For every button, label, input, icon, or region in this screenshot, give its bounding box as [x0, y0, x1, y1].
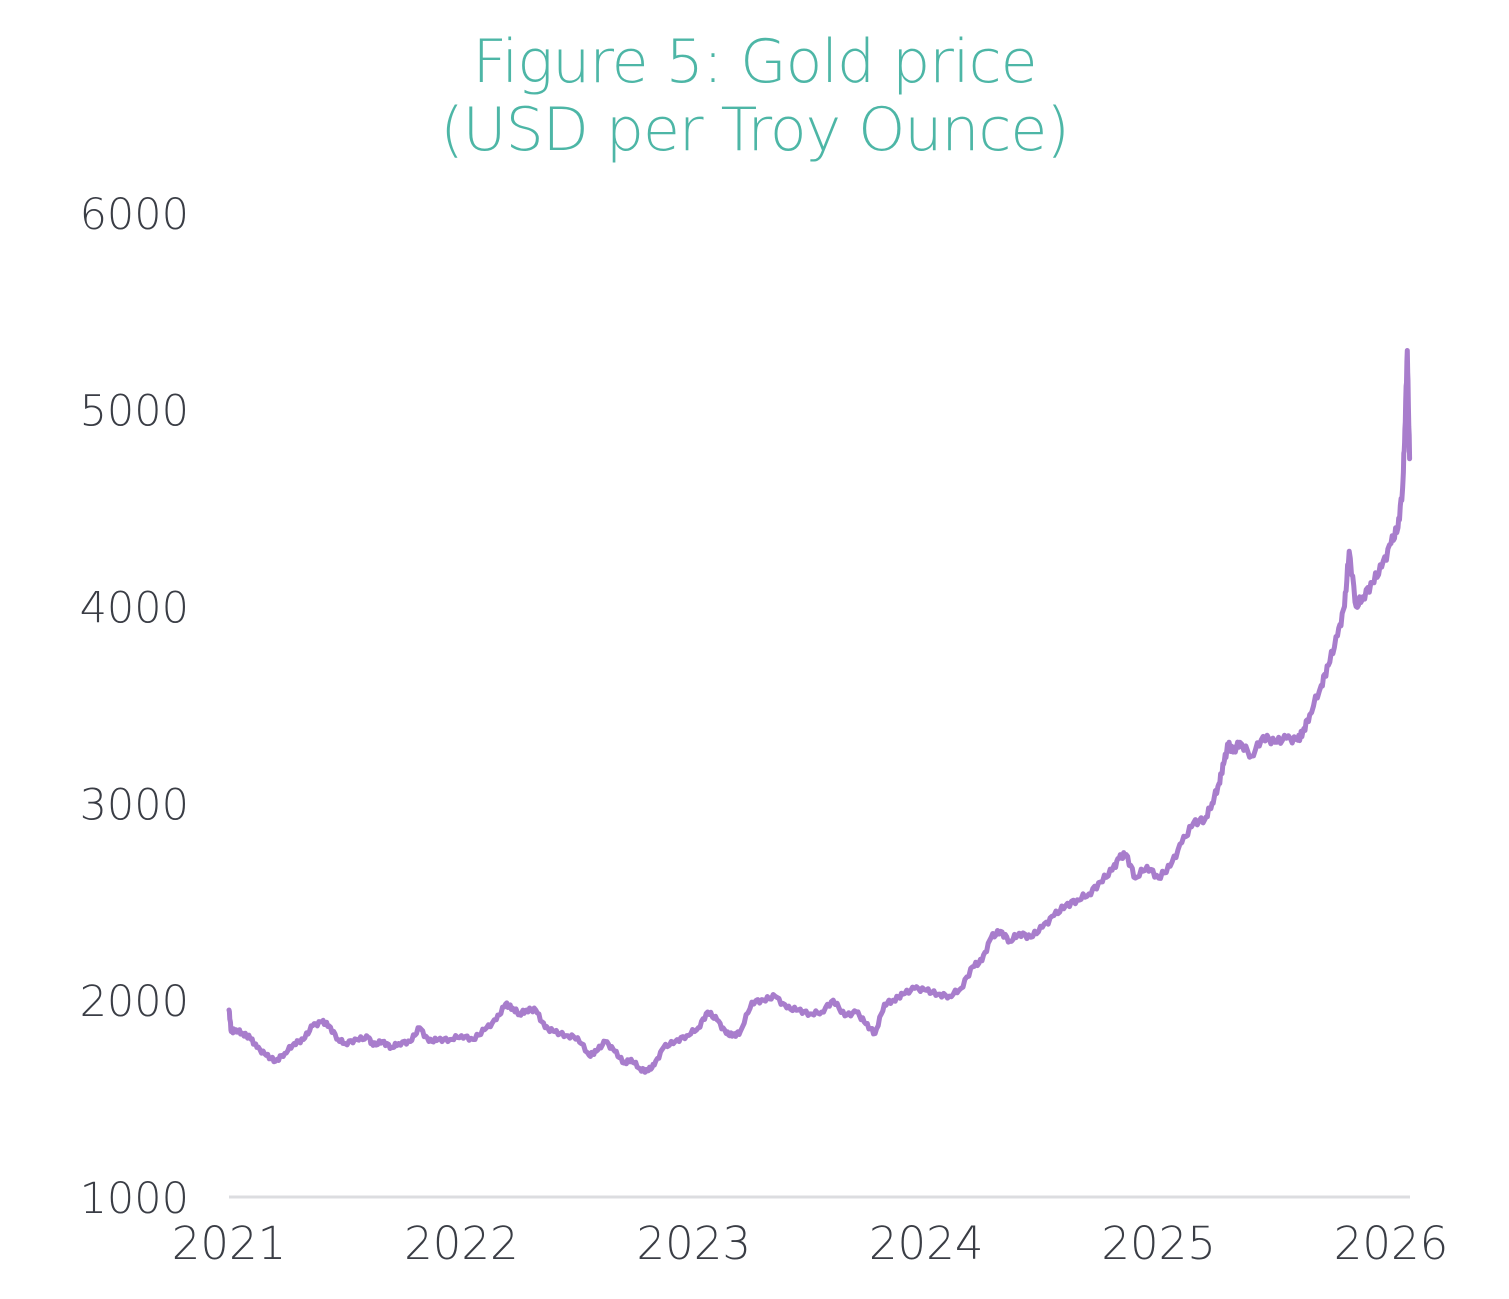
y-tick-label: 5000: [80, 387, 189, 437]
y-tick-label: 4000: [80, 583, 189, 633]
y-tick-label: 2000: [80, 977, 189, 1027]
x-tick-label: 2021: [172, 1217, 287, 1270]
chart-title: Figure 5: Gold price: [472, 27, 1037, 97]
x-tick-label: 2024: [869, 1217, 984, 1270]
x-tick-label: 2023: [637, 1217, 752, 1270]
y-axis-ticks: 1000 2000 3000 4000 5000 6000: [80, 190, 189, 1224]
gold-price-line: [226, 348, 1413, 1075]
x-tick-label: 2025: [1101, 1217, 1216, 1270]
x-tick-label: 2022: [404, 1217, 519, 1270]
y-tick-label: 6000: [80, 190, 189, 240]
chart-subtitle: (USD per Troy Ounce): [440, 95, 1070, 165]
y-tick-label: 3000: [80, 780, 189, 830]
x-axis-ticks: 2021 2022 2023 2024 2025 2026: [172, 1217, 1449, 1270]
x-tick-label: 2026: [1334, 1217, 1449, 1270]
y-tick-label: 1000: [80, 1174, 189, 1224]
